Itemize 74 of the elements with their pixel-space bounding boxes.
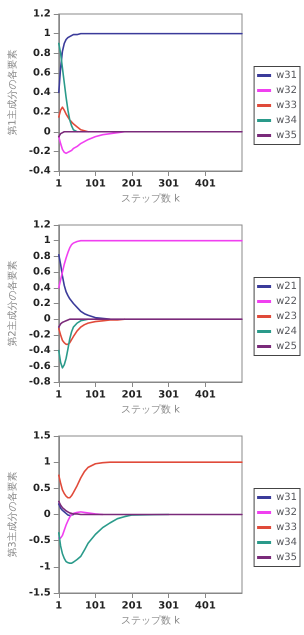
legend-label: w33 xyxy=(276,100,298,111)
line-series xyxy=(58,240,243,289)
y-tick-label: 0.2 xyxy=(33,298,51,309)
legend-label: w23 xyxy=(276,311,298,322)
legend-label: w31 xyxy=(276,492,298,503)
y-axis-title: 第3主成分の各要素 xyxy=(6,471,18,558)
y-tick-label: -0.2 xyxy=(28,329,51,340)
y-axis-title: 第2主成分の各要素 xyxy=(6,260,18,347)
y-tick-label: 0 xyxy=(44,509,51,520)
line-series xyxy=(58,254,111,320)
y-tick-label: -0.8 xyxy=(28,376,51,388)
x-tick-label: 401 xyxy=(194,178,216,190)
y-tick-label: 0.6 xyxy=(33,67,51,78)
legend-label: w32 xyxy=(276,85,298,96)
x-tick-label: 201 xyxy=(122,178,143,190)
x-axis-title: ステップ数 k xyxy=(120,403,180,416)
x-tick-label: 201 xyxy=(122,390,143,400)
legend-label: w35 xyxy=(276,552,298,563)
y-tick-label: -0.5 xyxy=(28,535,51,546)
legend-label: w34 xyxy=(276,537,298,548)
x-tick-label: 401 xyxy=(194,600,216,612)
y-tick-label: -1 xyxy=(40,561,51,572)
line-series xyxy=(58,500,243,516)
line-series xyxy=(58,106,89,133)
legend-label: w25 xyxy=(276,341,298,352)
y-tick-label: -1.5 xyxy=(28,588,51,598)
line-series xyxy=(58,42,78,133)
y-tick-label: 1.2 xyxy=(33,220,51,230)
y-tick-label: 0.8 xyxy=(33,48,51,59)
legend-label: w34 xyxy=(276,115,298,126)
legend-label: w22 xyxy=(276,296,298,307)
legend-label: w21 xyxy=(276,281,298,292)
x-axis-title: ステップ数 k xyxy=(120,192,180,204)
y-tick-label: -0.4 xyxy=(28,345,51,356)
y-tick-label: 1 xyxy=(44,235,51,246)
y-tick-label: 0 xyxy=(44,314,51,325)
legend-label: w32 xyxy=(276,507,298,518)
y-tick-label: 1 xyxy=(44,28,51,40)
x-tick-label: 401 xyxy=(194,390,216,400)
y-tick-label: -0.4 xyxy=(28,166,51,176)
line-series xyxy=(58,318,243,328)
x-tick-label: 1 xyxy=(55,390,62,400)
y-axis-title: 第1主成分の各要素 xyxy=(6,49,18,136)
y-tick-label: 0.5 xyxy=(33,482,51,494)
y-tick-label: -0.2 xyxy=(28,146,51,157)
legend-label: w35 xyxy=(276,130,298,141)
y-tick-label: 1.2 xyxy=(33,8,51,20)
x-tick-label: 101 xyxy=(84,178,106,190)
y-tick-label: 1 xyxy=(44,456,51,468)
x-tick-label: 1 xyxy=(55,178,62,190)
y-tick-label: 0.4 xyxy=(33,282,51,294)
y-tick-label: 1.5 xyxy=(33,430,51,442)
x-tick-label: 101 xyxy=(84,390,106,400)
x-tick-label: 301 xyxy=(158,390,180,400)
x-tick-label: 1 xyxy=(55,600,62,612)
x-axis-title: ステップ数 k xyxy=(120,614,180,626)
legend-label: w31 xyxy=(276,70,298,81)
y-tick-label: 0.2 xyxy=(33,106,51,118)
line-series xyxy=(58,318,89,369)
y-tick-label: 0 xyxy=(44,126,51,138)
x-tick-label: 101 xyxy=(84,600,106,612)
x-tick-label: 301 xyxy=(158,178,180,190)
y-tick-label: 0.8 xyxy=(33,250,51,262)
legend-label: w33 xyxy=(276,522,298,533)
x-tick-label: 201 xyxy=(122,600,143,612)
legend-label: w24 xyxy=(276,326,298,337)
y-tick-label: -0.6 xyxy=(28,360,51,372)
x-tick-label: 301 xyxy=(158,600,180,612)
line-series xyxy=(58,130,126,154)
line-series xyxy=(58,32,243,94)
y-tick-label: 0.4 xyxy=(33,87,51,98)
line-series xyxy=(58,461,243,499)
y-tick-label: 0.6 xyxy=(33,266,51,278)
line-series xyxy=(58,503,74,516)
